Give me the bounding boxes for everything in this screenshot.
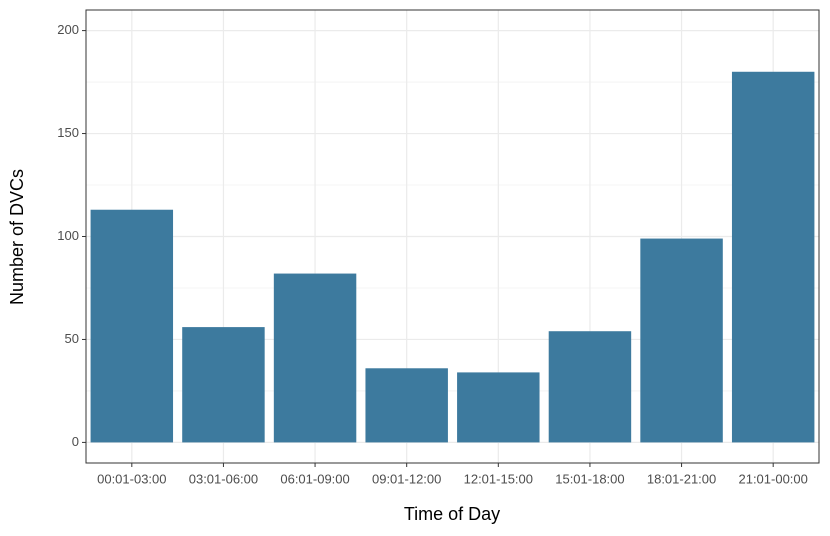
bar	[548, 331, 632, 443]
bar	[457, 372, 540, 443]
y-axis-title: Number of DVCs	[7, 169, 27, 305]
x-tick-label: 03:01-06:00	[189, 471, 258, 486]
y-tick-label: 150	[57, 125, 79, 140]
x-tick-label: 12:01-15:00	[464, 471, 533, 486]
x-tick-label: 09:01-12:00	[372, 471, 441, 486]
x-tick-label: 00:01-03:00	[97, 471, 166, 486]
bar	[731, 71, 815, 443]
bar	[90, 209, 174, 443]
x-axis-title: Time of Day	[404, 504, 500, 524]
x-tick-label: 18:01-21:00	[647, 471, 716, 486]
x-tick-label: 21:01-00:00	[738, 471, 807, 486]
panel-border	[85, 9, 820, 464]
x-tick-label: 15:01-18:00	[555, 471, 624, 486]
y-tick-label: 0	[72, 434, 79, 449]
bar	[182, 327, 265, 443]
y-tick-label: 100	[57, 228, 79, 243]
x-tick-label: 06:01-09:00	[280, 471, 349, 486]
y-tick-label: 50	[65, 331, 79, 346]
bar	[365, 368, 448, 443]
bar	[273, 273, 357, 443]
y-tick-label: 200	[57, 22, 79, 37]
bar	[640, 238, 723, 443]
